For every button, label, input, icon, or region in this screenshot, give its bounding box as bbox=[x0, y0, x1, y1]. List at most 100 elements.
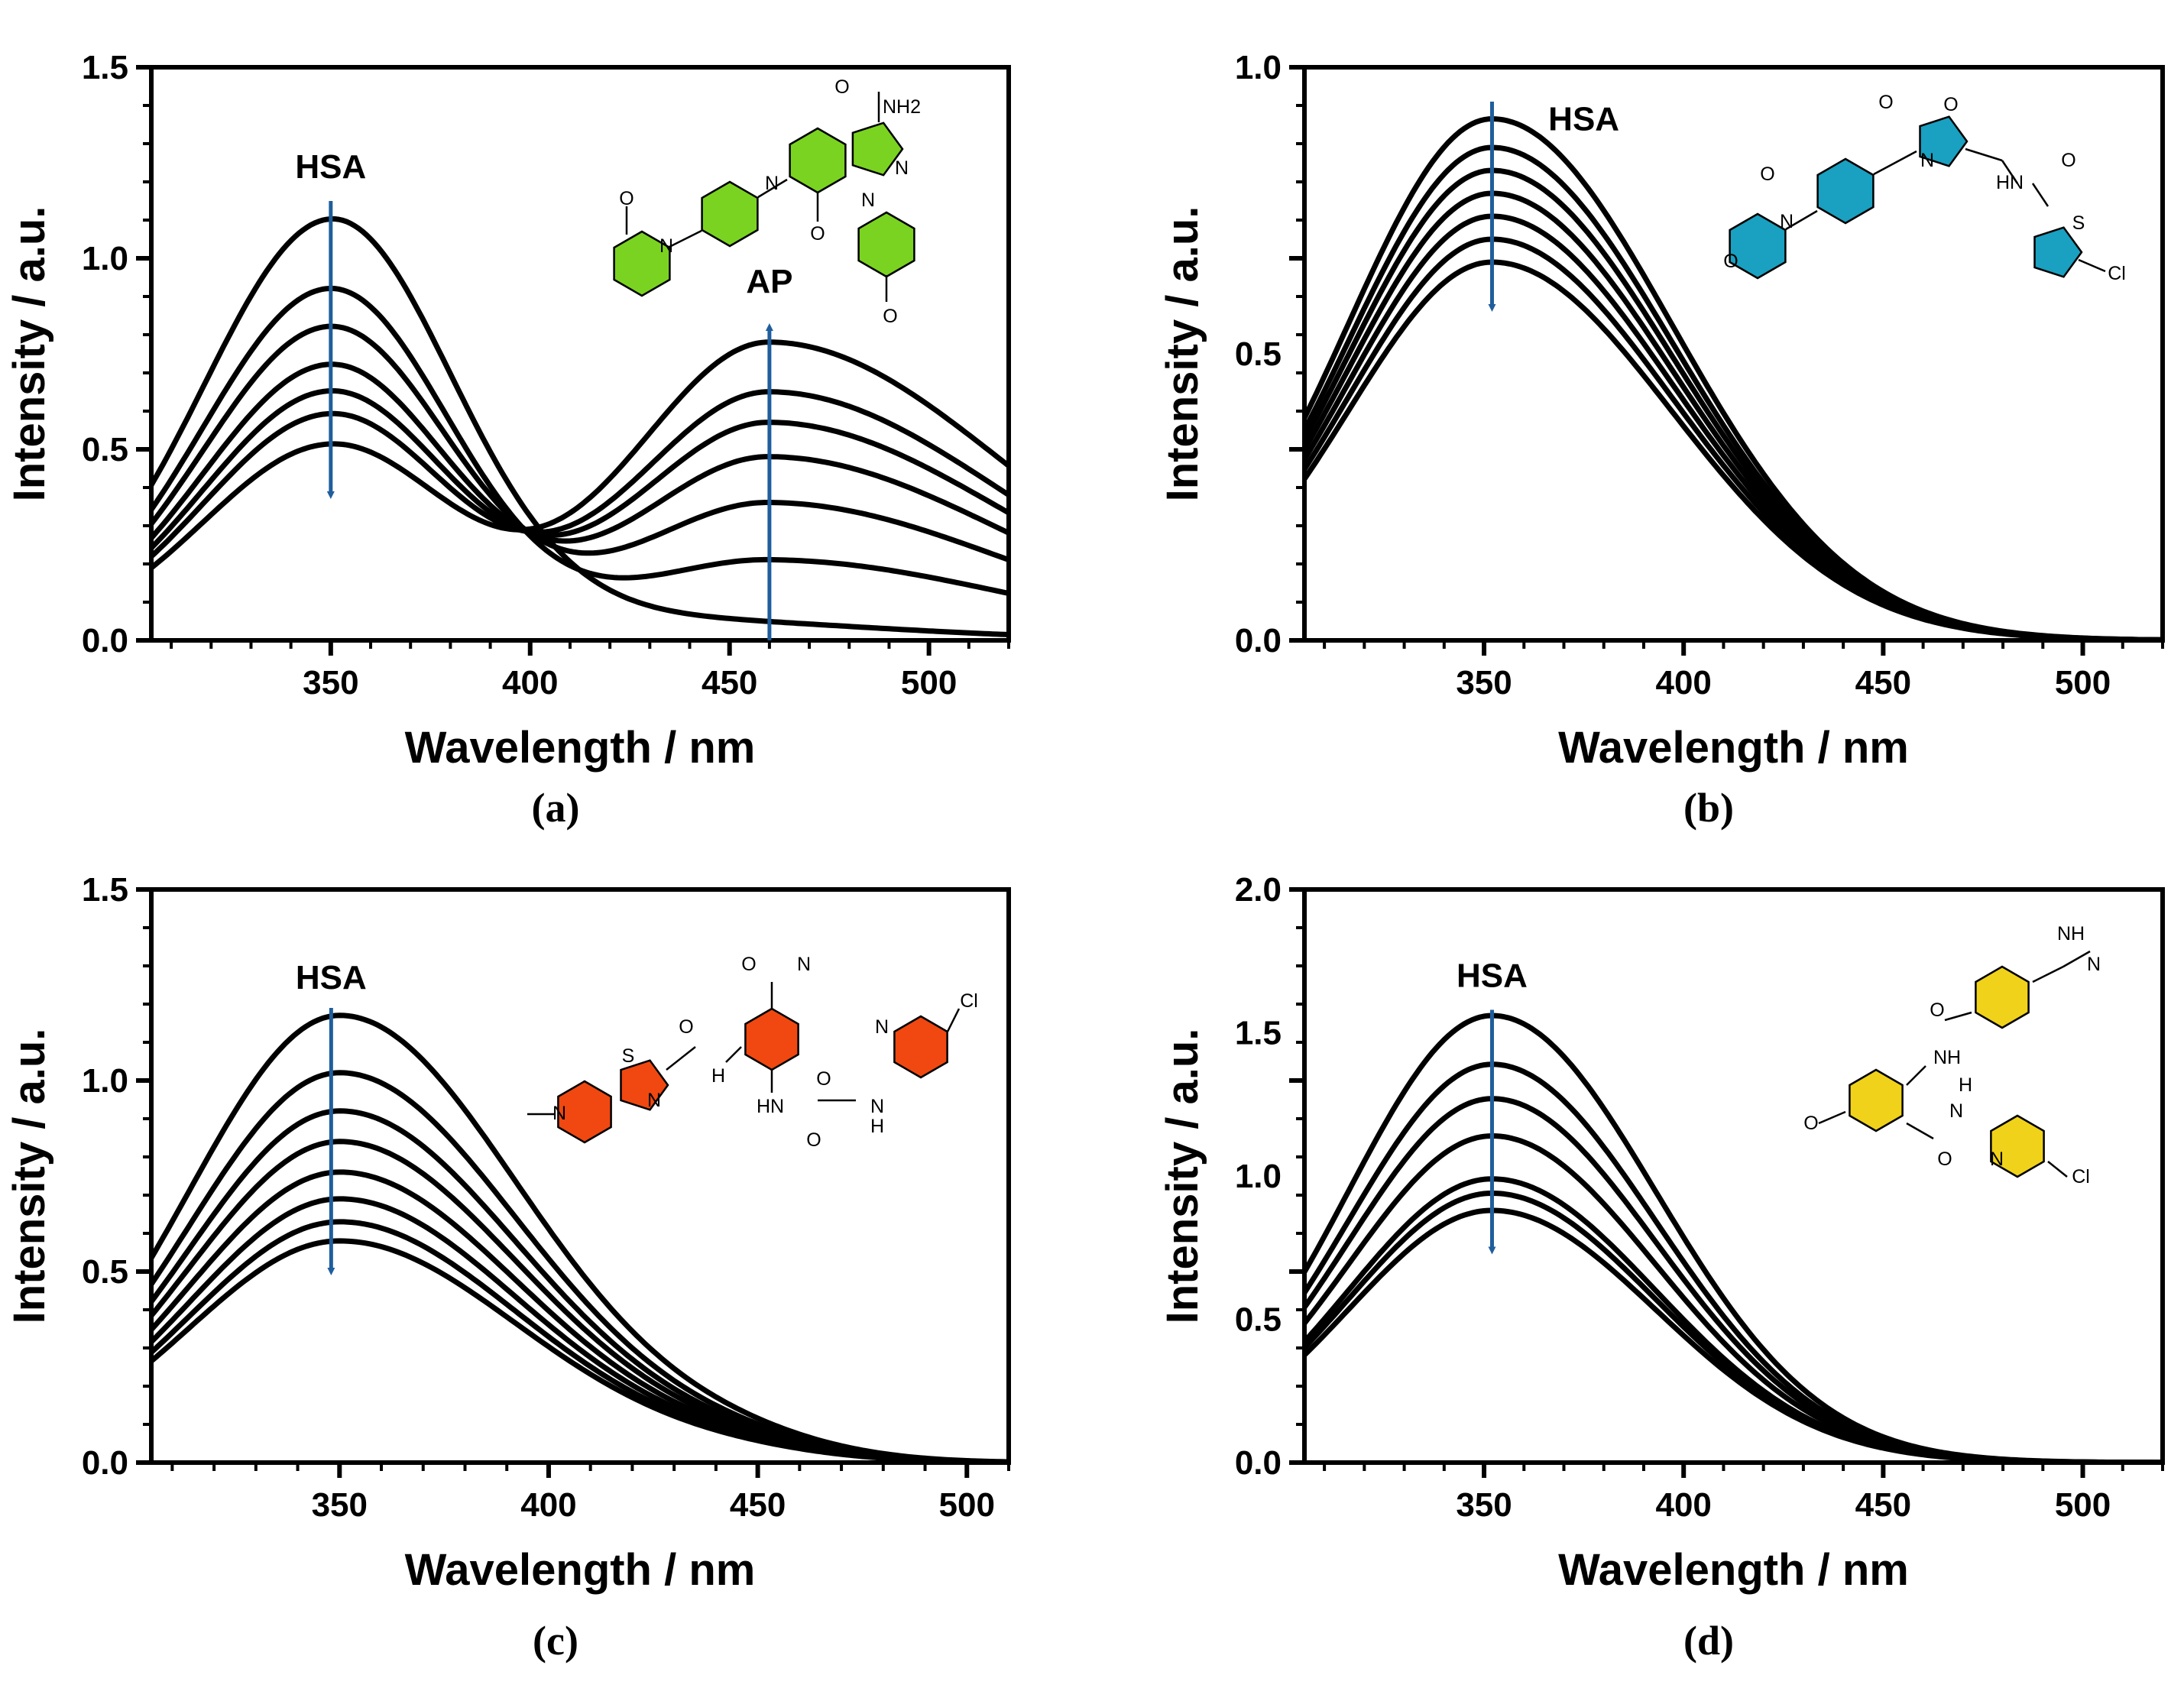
y-tick-label: 0.5 bbox=[1235, 335, 1282, 373]
x-tick-label: 400 bbox=[502, 664, 558, 701]
y-tick-label: 1.5 bbox=[1235, 1015, 1282, 1052]
series-line-6 bbox=[151, 339, 1009, 570]
series-line-0 bbox=[1304, 1013, 2163, 1463]
molecule-bond bbox=[1944, 1011, 1972, 1022]
panel-label: (b) bbox=[1683, 785, 1734, 831]
y-tick-label: 0.5 bbox=[1235, 1301, 1282, 1339]
x-axis-title: Wavelength / nm bbox=[405, 1545, 756, 1595]
molecule-atom-label: O bbox=[619, 188, 633, 209]
y-tick-label: 1.0 bbox=[82, 1062, 128, 1100]
hsa-label: HSA bbox=[296, 959, 367, 996]
y-tick-label: 2.0 bbox=[1235, 871, 1282, 909]
molecule-bond bbox=[1785, 209, 1818, 231]
molecule-atom-label: O bbox=[810, 223, 825, 245]
molecule-atom-label: H bbox=[711, 1065, 725, 1087]
molecule-atom-label: N bbox=[861, 190, 875, 211]
y-axis-title: Intensity / a.u. bbox=[5, 206, 54, 502]
y-axis-title: Intensity / a.u. bbox=[1158, 206, 1207, 502]
molecule-ring bbox=[1729, 212, 1787, 280]
molecule-atom-label: N bbox=[797, 954, 811, 975]
x-tick-label: 350 bbox=[1456, 1486, 1512, 1524]
x-tick-label: 350 bbox=[303, 664, 358, 701]
x-axis-title: Wavelength / nm bbox=[1558, 723, 1909, 773]
y-axis-title: Intensity / a.u. bbox=[1158, 1029, 1207, 1324]
panel-label: (d) bbox=[1683, 1618, 1734, 1664]
x-tick-label: 450 bbox=[1855, 664, 1911, 701]
molecule-atom-label: NH2 bbox=[883, 96, 921, 118]
molecule-ring bbox=[557, 1080, 612, 1144]
molecule-atom-label: H bbox=[1959, 1074, 1972, 1096]
molecule-atom-label: N bbox=[1990, 1149, 2004, 1170]
molecule-ring bbox=[893, 1015, 948, 1079]
series-line-0 bbox=[1304, 116, 2163, 640]
y-tick-label: 0.5 bbox=[82, 1253, 128, 1291]
molecule-atom-label: O bbox=[1943, 94, 1958, 115]
molecule-bond bbox=[1965, 147, 2003, 162]
molecule-ring bbox=[701, 180, 759, 248]
molecule-atom-label: N bbox=[2087, 954, 2101, 975]
series-line-5 bbox=[151, 389, 1009, 559]
x-tick-label: 450 bbox=[730, 1486, 786, 1524]
series-line-1 bbox=[1304, 144, 2163, 640]
series-group bbox=[151, 1013, 1009, 1463]
plot-frame bbox=[149, 887, 1011, 1465]
x-tick-label: 500 bbox=[939, 1486, 995, 1524]
x-tick-label: 400 bbox=[1655, 664, 1711, 701]
chart-panel-0: 350 400 450 500 0.0 0.5 1.0 1.5 Wavelength / nm I… bbox=[5, 49, 1011, 773]
molecule-bond bbox=[757, 178, 788, 199]
molecule-atom-label: Cl bbox=[960, 990, 978, 1012]
x-tick-label: 400 bbox=[1655, 1486, 1711, 1524]
hsa-label: HSA bbox=[295, 148, 366, 186]
molecule-bond bbox=[1906, 1122, 1934, 1140]
plot-frame bbox=[1302, 887, 2165, 1465]
molecule-ring bbox=[1990, 1114, 2045, 1178]
molecule-atom-label: O bbox=[1760, 164, 1774, 185]
molecule-atom-label: O bbox=[679, 1016, 693, 1038]
molecule-ring bbox=[851, 122, 904, 177]
chart-panel-2: 350 400 450 500 0.0 0.5 1.0 1.5 Wavelength / nm I… bbox=[5, 871, 1011, 1595]
y-tick-label: 0.5 bbox=[82, 431, 128, 468]
molecule-atom-label: O bbox=[1930, 1000, 1944, 1021]
molecule-bond bbox=[2001, 160, 2019, 184]
ap-label: AP bbox=[746, 263, 792, 300]
x-tick-label: 400 bbox=[520, 1486, 576, 1524]
molecule-bond bbox=[2047, 1161, 2068, 1178]
molecule-ring bbox=[613, 230, 671, 297]
x-tick-label: 500 bbox=[2055, 1486, 2111, 1524]
y-tick-label: 1.0 bbox=[82, 240, 128, 277]
molecule-ring bbox=[789, 127, 847, 194]
series-line-1 bbox=[1304, 1061, 2163, 1463]
molecule-bond bbox=[2078, 258, 2106, 273]
series-group bbox=[1304, 116, 2163, 640]
molecule-atom-label: Cl bbox=[2072, 1166, 2090, 1187]
x-tick-label: 350 bbox=[312, 1486, 368, 1524]
plot-frame bbox=[149, 65, 1011, 643]
series-line-4 bbox=[151, 388, 1009, 550]
x-axis-title: Wavelength / nm bbox=[1558, 1545, 1909, 1595]
molecule-atom-label: S bbox=[622, 1045, 635, 1067]
molecule-ring bbox=[620, 1059, 669, 1111]
y-tick-label: 0.0 bbox=[82, 1444, 128, 1482]
y-tick-label: 1.0 bbox=[1235, 49, 1282, 86]
molecule-atom-label: O bbox=[1937, 1149, 1952, 1170]
molecule-atom-label: NH bbox=[1933, 1047, 1961, 1068]
molecule-ring bbox=[857, 211, 915, 278]
molecule-bond bbox=[946, 1008, 961, 1032]
series-group bbox=[151, 216, 1009, 637]
panel-label: (a) bbox=[532, 785, 580, 831]
molecule-atom-label: S bbox=[2072, 212, 2085, 234]
molecule-bond bbox=[1818, 1110, 1846, 1125]
molecule-ring bbox=[744, 1007, 799, 1071]
series-line-3 bbox=[1304, 1133, 2163, 1463]
molecule-atom-label: O bbox=[883, 306, 897, 327]
series-line-7 bbox=[151, 1238, 1009, 1463]
x-tick-label: 350 bbox=[1456, 664, 1512, 701]
plot-frame bbox=[1302, 65, 2165, 643]
series-line-1 bbox=[151, 285, 1009, 596]
molecule-atom-label: N bbox=[647, 1090, 661, 1111]
x-tick-label: 500 bbox=[901, 664, 957, 701]
